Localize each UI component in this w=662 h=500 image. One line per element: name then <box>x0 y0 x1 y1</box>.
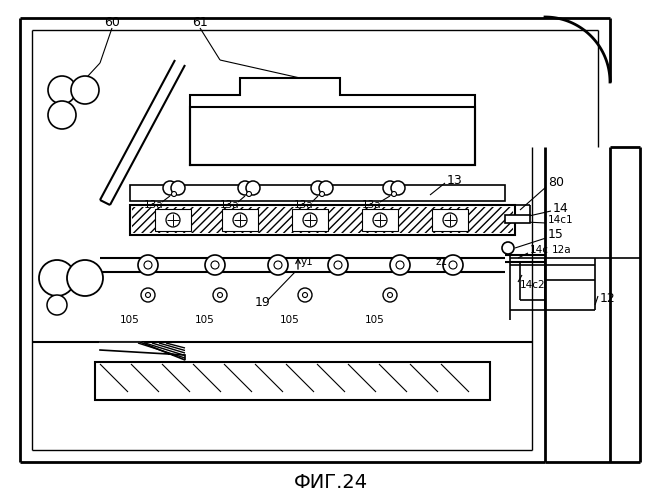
Bar <box>222 209 258 231</box>
Bar <box>155 209 191 231</box>
Text: y1: y1 <box>301 257 314 267</box>
Circle shape <box>48 76 76 104</box>
Circle shape <box>71 76 99 104</box>
Circle shape <box>211 261 219 269</box>
Circle shape <box>274 261 282 269</box>
Text: 13a: 13a <box>294 200 314 210</box>
Text: 13: 13 <box>447 174 463 186</box>
Bar <box>190 107 475 165</box>
Bar <box>130 205 515 235</box>
Circle shape <box>328 255 348 275</box>
Circle shape <box>443 255 463 275</box>
Text: 14c: 14c <box>530 245 549 255</box>
Text: 13a: 13a <box>220 200 240 210</box>
Circle shape <box>449 261 457 269</box>
Circle shape <box>146 292 150 298</box>
Text: 12a: 12a <box>552 245 571 255</box>
Circle shape <box>502 242 514 254</box>
Circle shape <box>391 181 405 195</box>
Polygon shape <box>190 78 475 165</box>
Circle shape <box>138 255 158 275</box>
Circle shape <box>48 101 76 129</box>
Text: 105: 105 <box>365 315 385 325</box>
Circle shape <box>373 213 387 227</box>
Circle shape <box>311 181 325 195</box>
Circle shape <box>390 255 410 275</box>
Circle shape <box>320 192 324 196</box>
Text: 80: 80 <box>548 176 564 190</box>
Circle shape <box>166 213 180 227</box>
Text: 14: 14 <box>553 202 569 214</box>
Text: 15: 15 <box>548 228 564 241</box>
Text: 14c1: 14c1 <box>548 215 574 225</box>
Circle shape <box>47 295 67 315</box>
Circle shape <box>246 181 260 195</box>
Circle shape <box>303 213 317 227</box>
Text: 19: 19 <box>255 296 271 310</box>
Bar <box>505 215 530 223</box>
Text: 105: 105 <box>120 315 140 325</box>
Circle shape <box>218 292 222 298</box>
Polygon shape <box>100 342 185 360</box>
Text: ФИГ.24: ФИГ.24 <box>294 474 368 492</box>
Circle shape <box>319 181 333 195</box>
Circle shape <box>443 213 457 227</box>
Circle shape <box>163 181 177 195</box>
Circle shape <box>298 288 312 302</box>
Circle shape <box>144 261 152 269</box>
Bar <box>130 185 505 201</box>
Circle shape <box>383 288 397 302</box>
Circle shape <box>39 260 75 296</box>
Bar <box>95 362 490 400</box>
Bar <box>362 209 398 231</box>
Bar <box>292 209 328 231</box>
Circle shape <box>171 192 177 196</box>
Circle shape <box>334 261 342 269</box>
Text: 60: 60 <box>104 16 120 28</box>
Text: 12: 12 <box>600 292 616 304</box>
Circle shape <box>387 292 393 298</box>
Circle shape <box>238 181 252 195</box>
Circle shape <box>383 181 397 195</box>
Circle shape <box>141 288 155 302</box>
Circle shape <box>268 255 288 275</box>
Circle shape <box>171 181 185 195</box>
Text: 13a: 13a <box>362 200 382 210</box>
Circle shape <box>67 260 103 296</box>
Circle shape <box>396 261 404 269</box>
Circle shape <box>205 255 225 275</box>
Circle shape <box>246 192 252 196</box>
Text: 61: 61 <box>192 16 208 28</box>
Text: 13a: 13a <box>144 200 164 210</box>
Circle shape <box>233 213 247 227</box>
Circle shape <box>391 192 397 196</box>
Bar <box>432 209 468 231</box>
Circle shape <box>213 288 227 302</box>
Text: 14c2: 14c2 <box>520 280 545 290</box>
Text: 105: 105 <box>195 315 215 325</box>
Text: z1: z1 <box>435 257 447 267</box>
Bar <box>132 207 513 233</box>
Text: 105: 105 <box>280 315 300 325</box>
Circle shape <box>303 292 308 298</box>
